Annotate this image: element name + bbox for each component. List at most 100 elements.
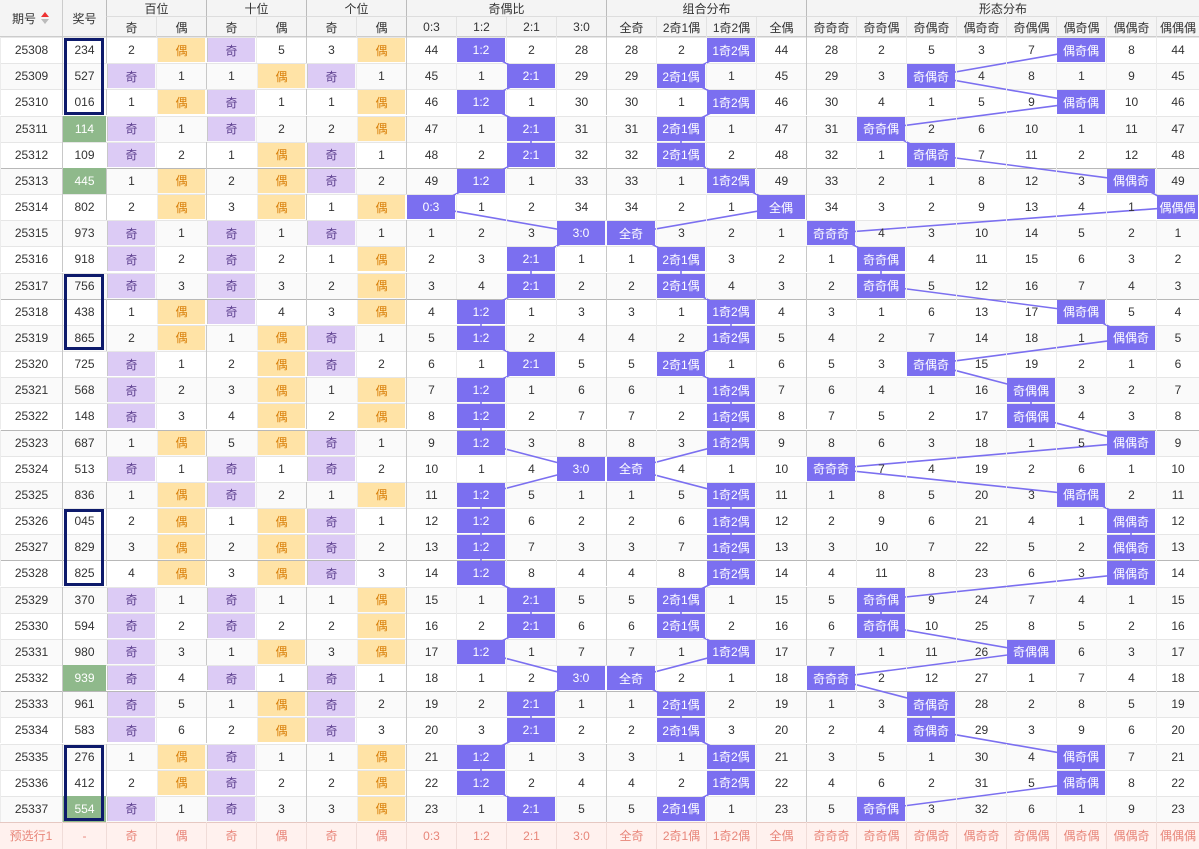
- cell: 25320: [0, 351, 62, 378]
- hit-cell: 偶: [157, 168, 205, 193]
- cell: 527: [62, 63, 106, 90]
- trend-line: [880, 101, 1082, 130]
- cell: 1: [456, 351, 506, 378]
- cell: 3: [156, 638, 206, 665]
- cell: 2: [856, 665, 906, 692]
- cell: 32: [606, 141, 656, 168]
- cell: 25327: [0, 534, 62, 561]
- hit-cell: 1:2: [457, 404, 505, 429]
- cell: 8: [756, 403, 806, 430]
- cell: 15: [1156, 586, 1199, 613]
- cell: 4: [556, 769, 606, 796]
- cell: 1: [656, 89, 706, 116]
- cell: 5: [1056, 220, 1106, 247]
- hit-cell: 奇: [207, 770, 255, 795]
- footer-cell: 预选行1: [9, 829, 53, 843]
- hit-cell: 奇奇偶: [857, 273, 905, 298]
- cell: 44: [756, 37, 806, 64]
- hit-cell: 奇: [107, 64, 155, 89]
- hit-cell: 偶偶奇: [1107, 535, 1155, 560]
- cell: 1: [606, 691, 656, 718]
- cell: 1: [656, 743, 706, 770]
- cell: 23: [1156, 795, 1199, 822]
- cell: 4: [106, 560, 156, 587]
- cell: 1: [906, 89, 956, 116]
- hit-cell: 3:0: [557, 456, 605, 481]
- cell: 10: [1156, 455, 1199, 482]
- cell: 1: [206, 324, 256, 351]
- cell: 2: [256, 612, 306, 639]
- hit-cell: 偶: [257, 639, 305, 664]
- cell: 44: [1156, 37, 1199, 64]
- hit-cell: 2:1: [507, 116, 555, 141]
- cell: 14: [956, 324, 1006, 351]
- hit-cell: 偶: [357, 90, 405, 115]
- cell: 687: [62, 429, 106, 456]
- cell: 7: [856, 455, 906, 482]
- cell: 28: [606, 37, 656, 64]
- cell: 8: [1006, 63, 1056, 90]
- cell: 27: [956, 665, 1006, 692]
- cell: 19: [406, 691, 456, 718]
- cell: 25318: [0, 298, 62, 325]
- cell: 11: [1106, 115, 1156, 142]
- hit-cell: 奇: [107, 587, 155, 612]
- hit-cell: 2奇1偶: [657, 796, 705, 821]
- cell: 7: [906, 534, 956, 561]
- cell: 45: [406, 63, 456, 90]
- hit-cell: 1:2: [457, 639, 505, 664]
- cell: 30: [556, 89, 606, 116]
- cell: 1: [1056, 795, 1106, 822]
- cell: 370: [62, 586, 106, 613]
- cell: 3: [356, 560, 406, 587]
- cell: 3: [256, 272, 306, 299]
- group-header: 十位: [206, 0, 306, 17]
- footer-cell: 偶: [156, 822, 206, 849]
- cell: 980: [62, 638, 106, 665]
- cell: 4: [956, 63, 1006, 90]
- hit-cell: 偶: [257, 168, 305, 193]
- cell: 2: [256, 481, 306, 508]
- cell: 6: [1006, 560, 1056, 587]
- cell: 2: [806, 508, 856, 535]
- hit-cell: 奇奇奇: [807, 666, 855, 691]
- cell: 3: [1006, 481, 1056, 508]
- cell: 1: [806, 691, 856, 718]
- cell: 2: [1106, 220, 1156, 247]
- cell: 6: [656, 508, 706, 535]
- cell: 11: [906, 638, 956, 665]
- cell: 3: [1106, 403, 1156, 430]
- cell: 1: [256, 586, 306, 613]
- cell: 9: [1106, 795, 1156, 822]
- cell: 46: [406, 89, 456, 116]
- cell: 802: [62, 194, 106, 221]
- cell: 1: [506, 298, 556, 325]
- footer-cell: 偶: [256, 822, 306, 849]
- cell: 25314: [0, 194, 62, 221]
- hit-cell: 1奇2偶: [707, 90, 755, 115]
- cell: 2: [656, 324, 706, 351]
- cell: 22: [1156, 769, 1199, 796]
- cell: 12: [756, 508, 806, 535]
- cell: 1: [706, 115, 756, 142]
- cell: 4: [606, 769, 656, 796]
- cell: 12: [956, 272, 1006, 299]
- cell: 1: [306, 89, 356, 116]
- cell: 1: [106, 743, 156, 770]
- cell: 25332: [0, 665, 62, 692]
- cell: 8: [556, 429, 606, 456]
- cell: 2: [506, 769, 556, 796]
- cell: 20: [406, 717, 456, 744]
- cell: 23: [956, 560, 1006, 587]
- trend-line: [830, 651, 1032, 679]
- cell: 1: [1056, 324, 1106, 351]
- hit-cell: 奇: [307, 168, 355, 193]
- cell: 4: [906, 246, 956, 273]
- cell: 2: [1156, 246, 1199, 273]
- cell: 28: [956, 691, 1006, 718]
- cell: 25308: [0, 37, 62, 64]
- hit-cell: 奇: [207, 456, 255, 481]
- cell: 5: [556, 351, 606, 378]
- cell: 2: [906, 403, 956, 430]
- cell: 29: [556, 63, 606, 90]
